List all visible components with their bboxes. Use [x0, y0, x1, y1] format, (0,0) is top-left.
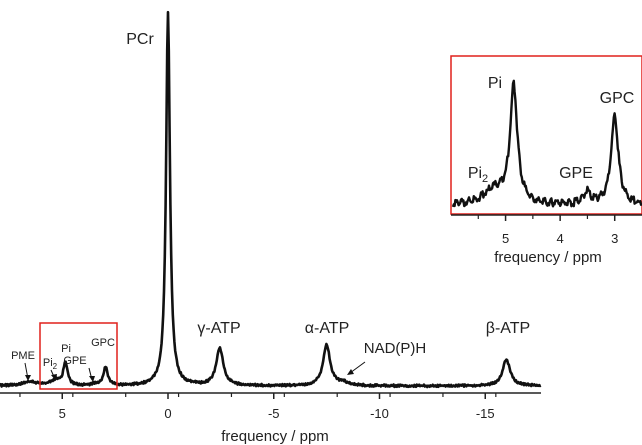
zoom-region-box	[39, 322, 118, 390]
main-spectrum-line	[0, 10, 542, 389]
label-gpe-inset: GPE	[559, 165, 593, 182]
inset-x-axis-title: frequency / ppm	[494, 249, 602, 266]
inset-x-tick-label: 5	[502, 231, 509, 246]
main-x-tick-label: 5	[59, 406, 66, 421]
label-pcr: PCr	[126, 31, 154, 48]
main-x-ticks	[19, 393, 497, 399]
inset-spectrum-line	[451, 79, 642, 208]
label-beta-atp: β-ATP	[486, 320, 530, 337]
label-gpe-main: GPE	[63, 355, 86, 367]
label-pi2-inset: Pi2	[468, 165, 488, 185]
main-x-axis-title: frequency / ppm	[221, 428, 329, 445]
label-pi2-main: Pi2	[43, 357, 58, 371]
label-alpha-atp: α-ATP	[305, 320, 350, 337]
annotation-arrows	[24, 361, 366, 382]
arrow-nadph	[349, 361, 366, 374]
arrowhead-pi2	[51, 374, 57, 381]
arrowhead-nadph	[347, 369, 354, 375]
main-x-tick-label: -5	[268, 406, 280, 421]
inset-x-tick-label: 3	[611, 231, 618, 246]
arrowhead-pme	[25, 375, 31, 381]
label-pi-main: Pi	[61, 343, 71, 355]
label-gpc-inset: GPC	[600, 90, 635, 107]
label-nadph: NAD(P)H	[364, 340, 427, 357]
main-x-tick-labels: 5 0 -5 -10 -15	[59, 406, 495, 421]
main-x-tick-label: 0	[164, 406, 171, 421]
inset-x-tick-label: 4	[557, 231, 564, 246]
arrowhead-gpe	[89, 376, 95, 382]
inset-x-ticks	[477, 215, 616, 221]
label-pi-inset: Pi	[488, 75, 502, 92]
inset-x-tick-labels: 5 4 3	[502, 231, 618, 246]
inset-frame	[450, 55, 642, 215]
label-pme: PME	[11, 350, 35, 362]
label-gpc-main: GPC	[91, 337, 115, 349]
label-gamma-atp: γ-ATP	[197, 320, 240, 337]
main-x-tick-label: -10	[370, 406, 389, 421]
main-x-tick-label: -15	[476, 406, 495, 421]
